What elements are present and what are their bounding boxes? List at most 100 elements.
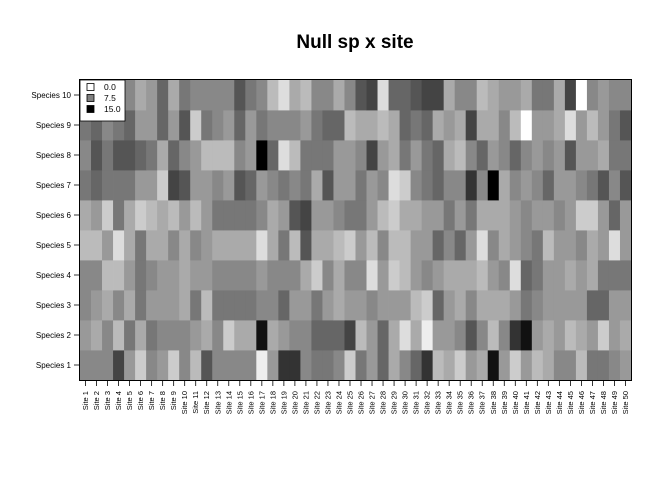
heatmap-cell <box>168 320 180 351</box>
heatmap-cell <box>498 170 511 201</box>
heatmap-cell <box>80 200 92 231</box>
heatmap-cell <box>355 230 367 261</box>
heatmap-cell <box>586 260 599 291</box>
heatmap-cell <box>256 260 268 291</box>
heatmap-cell <box>157 80 169 111</box>
heatmap-cell <box>333 200 345 231</box>
heatmap-cell <box>487 170 500 201</box>
heatmap-cell <box>619 320 632 351</box>
heatmap-cell <box>168 260 180 291</box>
heatmap-cell <box>454 290 467 321</box>
heatmap-cell <box>487 80 500 111</box>
heatmap-cell <box>586 230 599 261</box>
heatmap-cell <box>234 80 246 111</box>
heatmap-cell <box>201 170 213 201</box>
heatmap-cell <box>311 170 323 201</box>
heatmap-cell <box>531 290 544 321</box>
heatmap-cell <box>443 230 456 261</box>
heatmap-cell <box>135 80 147 111</box>
heatmap-cell <box>201 200 213 231</box>
heatmap-cell <box>124 350 136 381</box>
x-tick-label: Site 21 <box>301 391 310 414</box>
heatmap-cell <box>311 260 323 291</box>
heatmap-cell <box>168 350 180 381</box>
heatmap-cell <box>267 80 279 111</box>
y-axis: Species 1 Species 2 Species 3 Species 4 Spec… <box>31 91 80 370</box>
heatmap-cell <box>355 260 367 291</box>
heatmap-cell <box>355 350 367 381</box>
heatmap-cell <box>465 110 478 141</box>
heatmap-cell <box>91 110 103 141</box>
heatmap-cell <box>531 230 544 261</box>
heatmap-cell <box>146 110 158 141</box>
heatmap-cell <box>190 110 202 141</box>
heatmap-cell <box>256 110 268 141</box>
heatmap-cell <box>421 350 434 381</box>
heatmap-cell <box>322 320 334 351</box>
heatmap-cell <box>201 140 213 171</box>
x-tick-label: Site 11 <box>191 391 200 414</box>
y-tick-label: Species 8 <box>36 151 72 160</box>
heatmap-cell <box>432 140 445 171</box>
heatmap-cell <box>190 230 202 261</box>
heatmap-cell <box>597 80 610 111</box>
heatmap-cell <box>311 110 323 141</box>
x-tick-label: Site 19 <box>279 391 288 414</box>
x-tick-label: Site 14 <box>224 391 233 414</box>
heatmap-cell <box>124 260 136 291</box>
heatmap-cell <box>399 290 411 321</box>
heatmap-cell <box>311 290 323 321</box>
x-tick-label: Site 50 <box>621 391 630 414</box>
heatmap-cell <box>399 260 411 291</box>
x-tick-label: Site 13 <box>213 391 222 414</box>
x-tick-label: Site 7 <box>147 391 156 410</box>
heatmap-cell <box>91 170 103 201</box>
heatmap-cell <box>289 260 301 291</box>
heatmap-cell <box>267 170 279 201</box>
heatmap-cell <box>311 230 323 261</box>
heatmap-cell <box>399 110 411 141</box>
heatmap-cell <box>410 290 423 321</box>
heatmap-cell <box>102 290 114 321</box>
heatmap-cell <box>135 170 147 201</box>
heatmap-cell <box>146 230 158 261</box>
heatmap-cell <box>146 350 158 381</box>
heatmap-cell <box>619 140 632 171</box>
y-tick-label: Species 9 <box>36 121 72 130</box>
heatmap-cell <box>146 170 158 201</box>
heatmap-cell <box>157 170 169 201</box>
heatmap-cell <box>201 350 213 381</box>
heatmap-cell <box>267 140 279 171</box>
y-tick-label: Species 3 <box>36 301 72 310</box>
heatmap-cell <box>113 320 125 351</box>
heatmap-cell <box>157 350 169 381</box>
heatmap-cell <box>388 320 400 351</box>
heatmap-cell <box>322 110 334 141</box>
heatmap-cell <box>377 140 389 171</box>
heatmap-cell <box>465 80 478 111</box>
heatmap-cell <box>333 80 345 111</box>
heatmap-cell <box>267 290 279 321</box>
heatmap-cell <box>245 260 257 291</box>
heatmap-cell <box>278 290 290 321</box>
heatmap-cell <box>575 140 588 171</box>
heatmap-cell <box>432 290 445 321</box>
heatmap-cell <box>564 80 577 111</box>
x-tick-label: Site 24 <box>334 391 343 414</box>
heatmap-cell <box>619 230 632 261</box>
heatmap-cell <box>201 320 213 351</box>
heatmap-cell <box>344 110 356 141</box>
heatmap-cell <box>300 290 312 321</box>
heatmap-cell <box>179 140 191 171</box>
heatmap-cell <box>190 200 202 231</box>
heatmap-cell <box>498 140 511 171</box>
heatmap-cell <box>399 230 411 261</box>
heatmap-cell <box>333 320 345 351</box>
heatmap-cell <box>289 80 301 111</box>
heatmap-cell <box>113 140 125 171</box>
heatmap-cell <box>201 110 213 141</box>
heatmap-cell <box>619 80 632 111</box>
heatmap-cell <box>201 260 213 291</box>
heatmap-cell <box>377 170 389 201</box>
heatmap-cell <box>509 320 522 351</box>
